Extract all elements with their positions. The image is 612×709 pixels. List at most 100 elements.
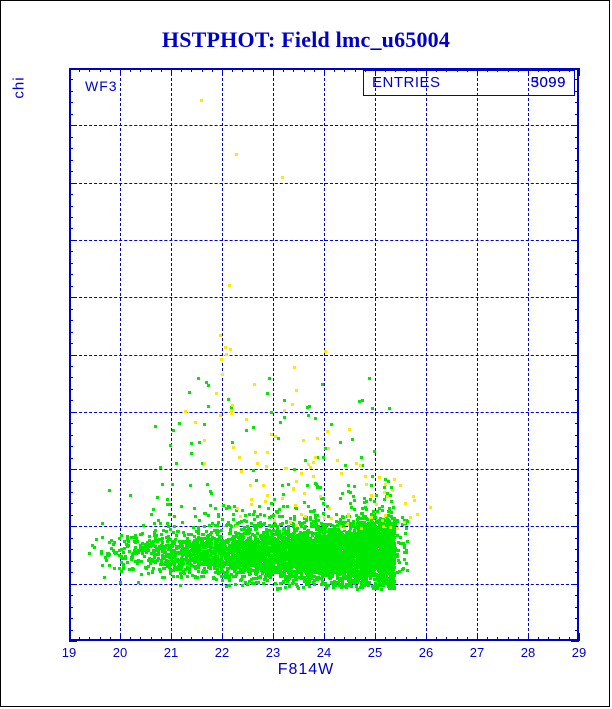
axis-tick xyxy=(69,102,73,104)
axis-tick xyxy=(232,68,234,72)
data-point xyxy=(335,566,339,570)
axis-tick xyxy=(99,68,101,72)
data-point xyxy=(275,539,279,543)
data-point xyxy=(379,577,383,581)
data-point xyxy=(150,512,154,516)
data-point xyxy=(167,548,171,552)
data-point xyxy=(108,553,112,557)
axis-tick xyxy=(575,629,579,631)
data-point xyxy=(233,561,237,565)
data-point xyxy=(361,549,365,553)
data-point xyxy=(169,528,173,532)
data-point xyxy=(361,514,365,518)
axis-tick xyxy=(395,637,397,641)
axis-tick xyxy=(575,365,579,367)
data-point xyxy=(167,534,171,538)
data-point xyxy=(356,530,360,534)
axis-tick xyxy=(385,637,387,641)
data-point xyxy=(170,561,174,565)
data-point xyxy=(212,536,216,540)
data-point xyxy=(210,538,214,542)
data-point xyxy=(307,579,311,583)
axis-tick xyxy=(69,125,77,127)
data-point xyxy=(360,583,364,586)
data-point xyxy=(288,557,292,561)
data-point xyxy=(186,537,190,541)
data-point xyxy=(277,530,281,534)
data-point xyxy=(237,541,241,545)
data-point xyxy=(217,544,221,548)
data-point xyxy=(257,522,261,526)
data-point xyxy=(341,491,345,495)
data-point xyxy=(217,546,221,550)
axis-tick xyxy=(171,68,172,76)
data-point xyxy=(337,527,341,531)
data-point xyxy=(236,549,240,553)
axis-tick xyxy=(69,274,73,276)
data-point xyxy=(204,570,208,574)
axis-tick xyxy=(477,68,478,76)
data-point xyxy=(200,575,204,579)
data-point xyxy=(392,544,396,548)
data-point xyxy=(372,514,376,518)
axis-tick xyxy=(89,637,91,641)
data-point xyxy=(202,553,206,557)
data-point xyxy=(200,571,204,575)
data-point xyxy=(222,546,226,549)
data-point xyxy=(389,569,393,573)
data-point xyxy=(304,516,308,520)
data-point xyxy=(201,555,205,559)
data-point xyxy=(256,514,260,518)
data-point xyxy=(234,532,238,536)
axis-tick xyxy=(575,434,579,436)
data-point xyxy=(333,535,337,539)
data-point xyxy=(196,570,200,574)
data-point xyxy=(335,572,339,576)
data-point xyxy=(157,537,161,541)
data-point xyxy=(353,558,357,562)
axis-tick xyxy=(571,411,579,413)
data-point xyxy=(161,528,165,532)
axis-tick xyxy=(507,637,509,641)
data-point xyxy=(122,547,126,551)
data-point xyxy=(159,521,163,525)
axis-tick xyxy=(575,102,579,104)
data-point xyxy=(232,513,236,517)
axis-tick xyxy=(69,377,73,379)
data-point xyxy=(149,559,153,563)
data-point xyxy=(158,562,162,566)
data-point xyxy=(273,532,277,536)
data-point xyxy=(240,569,244,572)
data-point xyxy=(255,565,259,569)
data-point xyxy=(235,556,239,560)
data-point xyxy=(142,554,146,558)
data-point xyxy=(347,533,351,537)
axis-tick xyxy=(575,480,579,482)
data-point xyxy=(293,515,297,519)
data-point xyxy=(291,534,295,538)
data-point xyxy=(349,533,353,537)
data-point xyxy=(320,521,324,525)
data-point xyxy=(176,559,180,563)
data-point xyxy=(241,571,245,575)
data-point xyxy=(362,537,366,541)
data-point xyxy=(383,518,387,522)
data-point xyxy=(229,528,233,532)
data-point xyxy=(231,552,234,556)
data-point xyxy=(224,539,228,543)
axis-tick xyxy=(69,365,73,367)
data-point xyxy=(282,571,286,575)
axis-tick xyxy=(575,549,579,551)
axis-tick xyxy=(130,637,132,641)
data-point xyxy=(261,571,265,575)
data-point xyxy=(333,533,337,537)
data-point xyxy=(120,554,124,558)
axis-tick xyxy=(69,205,73,207)
data-point xyxy=(99,549,103,553)
data-point xyxy=(288,577,292,581)
data-point xyxy=(350,565,354,569)
data-point xyxy=(264,527,268,531)
data-point xyxy=(189,552,193,556)
axis-tick xyxy=(201,637,203,641)
axis-tick xyxy=(69,354,77,356)
